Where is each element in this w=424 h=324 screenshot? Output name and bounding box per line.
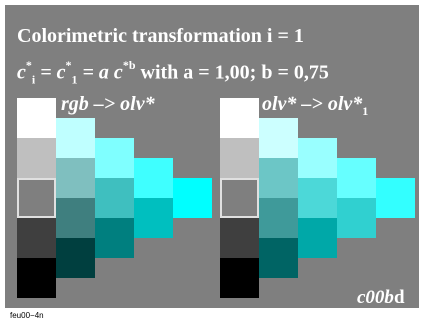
right-cell-r1-c4	[337, 158, 376, 198]
right-cell-r3-c3	[298, 218, 337, 258]
formula-sup-b: *b	[122, 58, 136, 72]
right-cell-r4-c2	[259, 238, 298, 278]
right-cell-r2-c1	[220, 138, 259, 178]
right-cell-r2-c3	[298, 178, 337, 218]
figure-title: Colorimetric transformation i = 1	[17, 25, 304, 47]
left-cell-r4-c2	[56, 238, 95, 278]
left-grid-label: rgb –> olv*	[61, 93, 155, 115]
right-label-main: olv* –> olv*	[262, 93, 363, 115]
right-cell-r1-c5	[376, 178, 415, 218]
right-label-sub: 1	[362, 104, 369, 118]
right-cell-r4-c1	[220, 218, 259, 258]
left-cell-r2-c3	[95, 178, 134, 218]
footer-code: feu00−4n	[10, 311, 44, 320]
formula-sub-1: 1	[71, 72, 78, 87]
right-grid-label: olv* –> olv*1	[262, 93, 368, 119]
left-cell-r3-c2	[56, 198, 95, 238]
right-cell-r1-c3	[298, 138, 337, 178]
right-cell-r5-c1	[220, 258, 259, 298]
left-cell-r2-c1	[17, 138, 56, 178]
formula-with: with a = 1,00; b = 0,75	[135, 61, 329, 84]
left-cell-r1-c1	[17, 98, 56, 138]
right-cell-r3-c1	[220, 178, 259, 218]
left-cell-r1-c5	[173, 178, 212, 218]
left-cell-r4-c1	[17, 218, 56, 258]
left-cell-r3-c1	[17, 178, 56, 218]
formula-c-1: c	[17, 61, 26, 84]
formula-line: c*i = c*1 = a c*b with a = 1,00; b = 0,7…	[17, 58, 329, 88]
left-cell-r2-c4	[134, 198, 173, 238]
left-cell-r3-c3	[95, 218, 134, 258]
left-cell-r1-c3	[95, 138, 134, 178]
left-cell-r1-c4	[134, 158, 173, 198]
formula-c-2: c	[56, 61, 66, 84]
formula-eq-1: =	[35, 61, 57, 84]
right-cell-r2-c2	[259, 158, 298, 198]
formula-star-1: *	[25, 58, 32, 72]
right-cell-r2-c4	[337, 198, 376, 238]
figure-code: c00bd	[357, 287, 405, 309]
left-cell-r1-c2	[56, 118, 95, 158]
formula-sub-i: i	[31, 72, 36, 87]
figure-panel: Colorimetric transformation i = 1 c*i = …	[5, 5, 419, 308]
code-main: c00b	[357, 287, 394, 308]
formula-eq-2: = a c	[77, 61, 123, 84]
right-cell-r1-c1	[220, 98, 259, 138]
left-cell-r2-c2	[56, 158, 95, 198]
code-end: d	[393, 287, 405, 308]
formula-star-2: *	[65, 58, 72, 72]
right-cell-r1-c2	[259, 118, 298, 158]
left-cell-r5-c1	[17, 258, 56, 298]
right-cell-r3-c2	[259, 198, 298, 238]
